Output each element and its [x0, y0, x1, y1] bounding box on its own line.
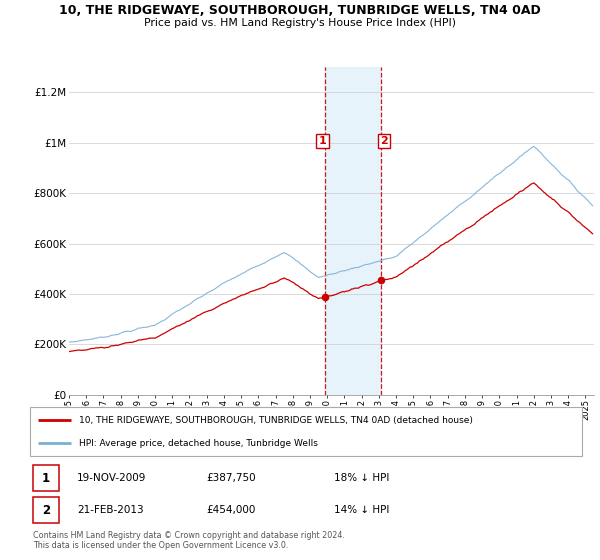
Text: 21-FEB-2013: 21-FEB-2013	[77, 505, 143, 515]
Text: 10, THE RIDGEWAYE, SOUTHBOROUGH, TUNBRIDGE WELLS, TN4 0AD: 10, THE RIDGEWAYE, SOUTHBOROUGH, TUNBRID…	[59, 4, 541, 17]
Bar	[325, 67, 381, 395]
Text: HPI: Average price, detached house, Tunbridge Wells: HPI: Average price, detached house, Tunb…	[79, 438, 317, 447]
Text: 18% ↓ HPI: 18% ↓ HPI	[334, 473, 389, 483]
Bar	[33, 497, 59, 523]
Text: 1: 1	[319, 136, 326, 146]
Point	[376, 276, 386, 285]
Text: 14% ↓ HPI: 14% ↓ HPI	[334, 505, 389, 515]
Text: £387,750: £387,750	[206, 473, 256, 483]
Text: 2: 2	[380, 136, 388, 146]
Text: £454,000: £454,000	[206, 505, 256, 515]
Bar	[33, 465, 59, 491]
Text: Price paid vs. HM Land Registry's House Price Index (HPI): Price paid vs. HM Land Registry's House …	[144, 18, 456, 28]
Text: 10, THE RIDGEWAYE, SOUTHBOROUGH, TUNBRIDGE WELLS, TN4 0AD (detached house): 10, THE RIDGEWAYE, SOUTHBOROUGH, TUNBRID…	[79, 416, 472, 425]
Text: 19-NOV-2009: 19-NOV-2009	[77, 473, 146, 483]
Text: 2: 2	[42, 504, 50, 517]
Point	[320, 293, 330, 302]
Text: 1: 1	[42, 472, 50, 484]
Text: Contains HM Land Registry data © Crown copyright and database right 2024.
This d: Contains HM Land Registry data © Crown c…	[33, 531, 345, 550]
